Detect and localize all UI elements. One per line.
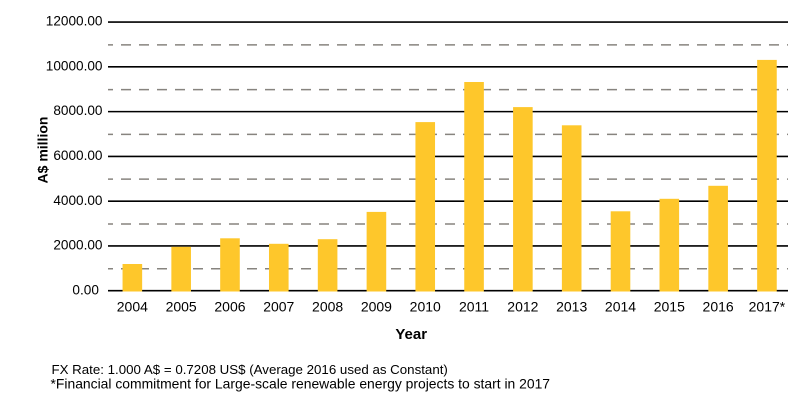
svg-text:FX Rate: 1.000 A$ = 0.7208 US$: FX Rate: 1.000 A$ = 0.7208 US$ (Average … bbox=[52, 362, 448, 377]
svg-text:2013: 2013 bbox=[556, 299, 587, 315]
svg-text:2014: 2014 bbox=[605, 299, 636, 315]
svg-text:Year: Year bbox=[395, 326, 427, 343]
svg-text:2004: 2004 bbox=[117, 299, 148, 315]
svg-text:10000.00: 10000.00 bbox=[46, 58, 103, 73]
svg-text:12000.00: 12000.00 bbox=[46, 14, 103, 29]
svg-text:2016: 2016 bbox=[703, 299, 734, 315]
svg-text:0.00: 0.00 bbox=[72, 282, 99, 297]
svg-text:A$ million: A$ million bbox=[35, 117, 51, 184]
svg-text:4000.00: 4000.00 bbox=[53, 193, 103, 208]
svg-text:8000.00: 8000.00 bbox=[53, 103, 103, 118]
svg-text:2011: 2011 bbox=[459, 299, 489, 315]
svg-text:2015: 2015 bbox=[654, 299, 685, 315]
svg-text:2005: 2005 bbox=[166, 299, 197, 315]
svg-text:2010: 2010 bbox=[410, 299, 441, 315]
svg-text:2009: 2009 bbox=[361, 299, 392, 315]
svg-text:2017*: 2017* bbox=[749, 299, 786, 315]
svg-text:2006: 2006 bbox=[214, 299, 245, 315]
svg-text:2000.00: 2000.00 bbox=[53, 238, 103, 253]
svg-text:6000.00: 6000.00 bbox=[53, 148, 103, 163]
svg-text:*Financial commitment for Larg: *Financial commitment for Large-scale re… bbox=[51, 376, 551, 392]
svg-text:2007: 2007 bbox=[263, 299, 294, 315]
svg-text:2012: 2012 bbox=[507, 299, 538, 315]
svg-text:2008: 2008 bbox=[312, 299, 343, 315]
